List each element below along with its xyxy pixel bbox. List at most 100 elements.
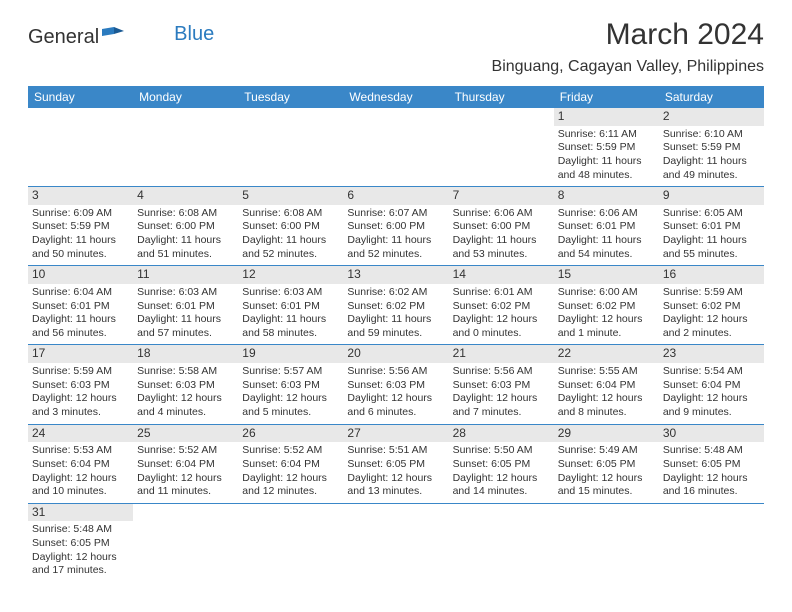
day-details: Sunrise: 5:56 AM Sunset: 6:03 PM Dayligh… [347, 365, 444, 420]
calendar-cell: 6 Sunrise: 6:07 AM Sunset: 6:00 PM Daylig… [343, 187, 448, 266]
day-number: 30 [659, 425, 764, 443]
day-details: Sunrise: 5:48 AM Sunset: 6:05 PM Dayligh… [32, 523, 129, 578]
logo-text-blue: Blue [174, 23, 214, 46]
day-number: 29 [554, 425, 659, 443]
calendar-row: 1 Sunrise: 6:11 AM Sunset: 5:59 PM Daylig… [28, 108, 764, 187]
calendar-cell: 10 Sunrise: 6:04 AM Sunset: 6:01 PM Dayli… [28, 266, 133, 345]
day-details: Sunrise: 6:10 AM Sunset: 5:59 PM Dayligh… [663, 128, 760, 183]
day-number: 8 [554, 187, 659, 205]
calendar-cell: 14Sunrise: 6:01 AM Sunset: 6:02 PM Dayli… [449, 266, 554, 345]
day-number: 15 [554, 266, 659, 284]
day-number: 22 [554, 345, 659, 363]
day-number: 24 [28, 425, 133, 443]
day-details: Sunrise: 5:52 AM Sunset: 6:04 PM Dayligh… [137, 444, 234, 499]
calendar-cell: 8 Sunrise: 6:06 AM Sunset: 6:01 PM Daylig… [554, 187, 659, 266]
flag-icon [102, 26, 128, 49]
calendar-row: 3 Sunrise: 6:09 AM Sunset: 5:59 PM Daylig… [28, 187, 764, 266]
calendar-cell [554, 503, 659, 582]
calendar-cell [133, 108, 238, 187]
day-details: Sunrise: 5:50 AM Sunset: 6:05 PM Dayligh… [453, 444, 550, 499]
day-number: 6 [343, 187, 448, 205]
day-details: Sunrise: 6:04 AM Sunset: 6:01 PM Dayligh… [32, 286, 129, 341]
calendar-head: SundayMondayTuesdayWednesdayThursdayFrid… [28, 86, 764, 108]
calendar-cell: 22 Sunrise: 5:55 AM Sunset: 6:04 PM Dayli… [554, 345, 659, 424]
day-header: Friday [554, 86, 659, 108]
day-details: Sunrise: 6:06 AM Sunset: 6:00 PM Dayligh… [453, 207, 550, 262]
day-details: Sunrise: 6:01 AM Sunset: 6:02 PM Dayligh… [453, 286, 550, 341]
calendar-cell: 13 Sunrise: 6:02 AM Sunset: 6:02 PM Dayli… [343, 266, 448, 345]
day-number: 4 [133, 187, 238, 205]
calendar-row: 10 Sunrise: 6:04 AM Sunset: 6:01 PM Dayli… [28, 266, 764, 345]
day-details: Sunrise: 6:08 AM Sunset: 6:00 PM Dayligh… [137, 207, 234, 262]
day-number: 16 [659, 266, 764, 284]
day-number: 20 [343, 345, 448, 363]
day-details: Sunrise: 6:06 AM Sunset: 6:01 PM Dayligh… [558, 207, 655, 262]
calendar-cell: 24Sunrise: 5:53 AM Sunset: 6:04 PM Dayli… [28, 424, 133, 503]
calendar-cell [238, 503, 343, 582]
day-details: Sunrise: 6:00 AM Sunset: 6:02 PM Dayligh… [558, 286, 655, 341]
calendar-cell: 28Sunrise: 5:50 AM Sunset: 6:05 PM Dayli… [449, 424, 554, 503]
day-header-row: SundayMondayTuesdayWednesdayThursdayFrid… [28, 86, 764, 108]
day-details: Sunrise: 6:09 AM Sunset: 5:59 PM Dayligh… [32, 207, 129, 262]
day-details: Sunrise: 5:49 AM Sunset: 6:05 PM Dayligh… [558, 444, 655, 499]
calendar-cell: 9 Sunrise: 6:05 AM Sunset: 6:01 PM Daylig… [659, 187, 764, 266]
day-details: Sunrise: 5:53 AM Sunset: 6:04 PM Dayligh… [32, 444, 129, 499]
calendar-cell [28, 108, 133, 187]
day-number: 3 [28, 187, 133, 205]
day-header: Monday [133, 86, 238, 108]
day-number: 13 [343, 266, 448, 284]
calendar-cell: 23Sunrise: 5:54 AM Sunset: 6:04 PM Dayli… [659, 345, 764, 424]
day-number: 25 [133, 425, 238, 443]
calendar-table: SundayMondayTuesdayWednesdayThursdayFrid… [28, 86, 764, 582]
day-header: Saturday [659, 86, 764, 108]
day-number: 1 [554, 108, 659, 126]
calendar-cell: 30Sunrise: 5:48 AM Sunset: 6:05 PM Dayli… [659, 424, 764, 503]
calendar-cell: 25Sunrise: 5:52 AM Sunset: 6:04 PM Dayli… [133, 424, 238, 503]
day-details: Sunrise: 5:55 AM Sunset: 6:04 PM Dayligh… [558, 365, 655, 420]
day-details: Sunrise: 5:52 AM Sunset: 6:04 PM Dayligh… [242, 444, 339, 499]
month-title: March 2024 [492, 18, 764, 52]
calendar-row: 17Sunrise: 5:59 AM Sunset: 6:03 PM Dayli… [28, 345, 764, 424]
calendar-cell: 17Sunrise: 5:59 AM Sunset: 6:03 PM Dayli… [28, 345, 133, 424]
day-details: Sunrise: 6:05 AM Sunset: 6:01 PM Dayligh… [663, 207, 760, 262]
calendar-cell: 1 Sunrise: 6:11 AM Sunset: 5:59 PM Daylig… [554, 108, 659, 187]
calendar-cell [343, 503, 448, 582]
calendar-cell [133, 503, 238, 582]
calendar-cell: 11Sunrise: 6:03 AM Sunset: 6:01 PM Dayli… [133, 266, 238, 345]
day-details: Sunrise: 5:51 AM Sunset: 6:05 PM Dayligh… [347, 444, 444, 499]
title-block: March 2024 Binguang, Cagayan Valley, Phi… [492, 18, 764, 76]
calendar-cell: 31Sunrise: 5:48 AM Sunset: 6:05 PM Dayli… [28, 503, 133, 582]
day-number: 7 [449, 187, 554, 205]
calendar-row: 31Sunrise: 5:48 AM Sunset: 6:05 PM Dayli… [28, 503, 764, 582]
day-details: Sunrise: 6:07 AM Sunset: 6:00 PM Dayligh… [347, 207, 444, 262]
day-details: Sunrise: 6:02 AM Sunset: 6:02 PM Dayligh… [347, 286, 444, 341]
day-number: 26 [238, 425, 343, 443]
calendar-cell: 7 Sunrise: 6:06 AM Sunset: 6:00 PM Daylig… [449, 187, 554, 266]
day-details: Sunrise: 6:11 AM Sunset: 5:59 PM Dayligh… [558, 128, 655, 183]
day-details: Sunrise: 5:59 AM Sunset: 6:02 PM Dayligh… [663, 286, 760, 341]
day-details: Sunrise: 6:08 AM Sunset: 6:00 PM Dayligh… [242, 207, 339, 262]
day-number: 12 [238, 266, 343, 284]
day-header: Tuesday [238, 86, 343, 108]
day-number: 27 [343, 425, 448, 443]
day-number: 19 [238, 345, 343, 363]
day-details: Sunrise: 6:03 AM Sunset: 6:01 PM Dayligh… [137, 286, 234, 341]
day-number: 28 [449, 425, 554, 443]
logo-text-general: General [28, 26, 99, 49]
day-details: Sunrise: 5:57 AM Sunset: 6:03 PM Dayligh… [242, 365, 339, 420]
calendar-cell: 12Sunrise: 6:03 AM Sunset: 6:01 PM Dayli… [238, 266, 343, 345]
calendar-row: 24Sunrise: 5:53 AM Sunset: 6:04 PM Dayli… [28, 424, 764, 503]
day-number: 23 [659, 345, 764, 363]
calendar-cell: 29Sunrise: 5:49 AM Sunset: 6:05 PM Dayli… [554, 424, 659, 503]
calendar-cell: 16 Sunrise: 5:59 AM Sunset: 6:02 PM Dayli… [659, 266, 764, 345]
day-number: 10 [28, 266, 133, 284]
day-number: 17 [28, 345, 133, 363]
calendar-cell: 15 Sunrise: 6:00 AM Sunset: 6:02 PM Dayli… [554, 266, 659, 345]
day-number: 9 [659, 187, 764, 205]
day-number: 21 [449, 345, 554, 363]
location: Binguang, Cagayan Valley, Philippines [492, 58, 764, 76]
calendar-cell [449, 503, 554, 582]
calendar-cell: 2Sunrise: 6:10 AM Sunset: 5:59 PM Daylig… [659, 108, 764, 187]
calendar-cell [659, 503, 764, 582]
calendar-cell: 19 Sunrise: 5:57 AM Sunset: 6:03 PM Dayli… [238, 345, 343, 424]
